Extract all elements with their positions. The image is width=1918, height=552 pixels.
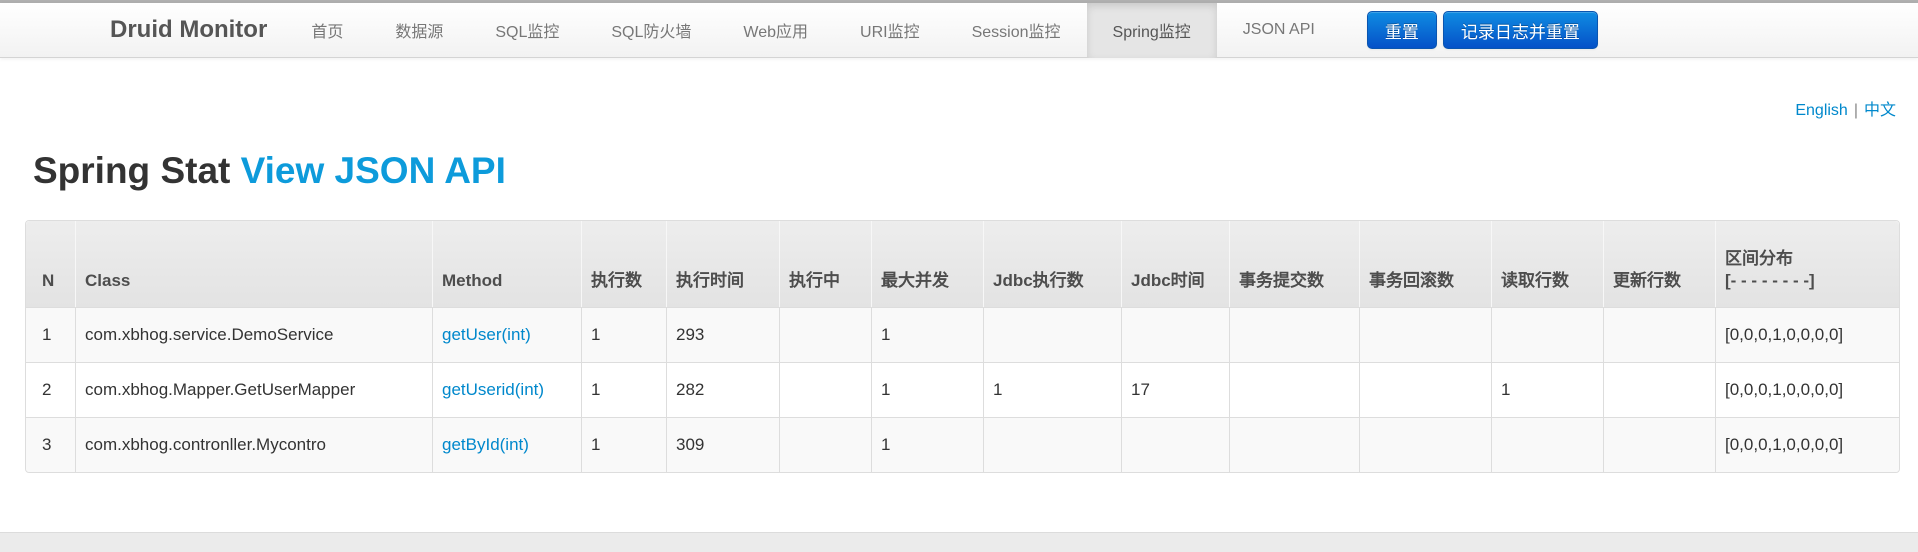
navbar-items: 首页 数据源 SQL监控 SQL防火墙 Web应用 URI监控 Session监控 Sprin… [285,2,1341,58]
column-header-11: 读取行数 [1491,221,1603,307]
value-cell [1491,417,1603,472]
class-cell: com.xbhog.service.DemoService [75,307,432,362]
table-row: 1 com.xbhog.service.DemoService getUser(in… [26,307,1899,362]
value-cell [779,362,871,417]
table-row: 2 com.xbhog.Mapper.GetUserMapper getUserid… [26,362,1899,417]
column-header-6: 最大并发 [871,221,983,307]
lang-english-link[interactable]: English [1795,102,1848,119]
method-link[interactable]: getUserid(int) [442,380,545,399]
value-cell [1121,417,1229,472]
log-and-reset-button[interactable]: 记录日志并重置 [1442,11,1598,49]
value-cell [779,307,871,362]
brand-druid-monitor[interactable]: Druid Monitor [110,16,268,43]
footer [0,532,1918,552]
value-cell: 1 [581,307,666,362]
value-cell [983,307,1121,362]
page-title-text: Spring Stat [33,150,231,191]
column-header-8: Jdbc时间 [1121,221,1229,307]
page-title: Spring Stat View JSON API [33,150,1918,192]
value-cell: [0,0,0,1,0,0,0,0] [1715,362,1899,417]
row-number-cell: 1 [26,307,75,362]
value-cell: 17 [1121,362,1229,417]
lang-chinese-link[interactable]: 中文 [1863,102,1896,119]
value-cell [779,417,871,472]
method-cell: getUser(int) [432,307,581,362]
column-header-2: Method [432,221,581,307]
lang-separator: | [1853,102,1858,119]
table-body: 1 com.xbhog.service.DemoService getUser(in… [26,307,1899,472]
value-cell [1603,307,1715,362]
value-cell: [0,0,0,1,0,0,0,0] [1715,417,1899,472]
method-link[interactable]: getUser(int) [442,325,531,344]
value-cell: 1 [1491,362,1603,417]
value-cell: 1 [871,362,983,417]
column-header-1: Class [75,221,432,307]
column-header-4: 执行时间 [666,221,779,307]
language-switch: English | 中文 [0,102,1918,120]
value-cell: 282 [666,362,779,417]
row-number-cell: 2 [26,362,75,417]
value-cell [983,417,1121,472]
value-cell: 1 [871,307,983,362]
value-cell [1359,307,1491,362]
navbar: Druid Monitor 首页 数据源 SQL监控 SQL防火墙 Web应用 URI监控… [0,2,1918,58]
value-cell [1491,307,1603,362]
value-cell: 309 [666,417,779,472]
value-cell: 1 [983,362,1121,417]
column-header-13: 区间分布 [- - - - - - - -] [1715,221,1899,307]
window-top-edge [0,0,1918,3]
nav-item-wall[interactable]: SQL防火墙 [611,24,692,41]
value-cell [1121,307,1229,362]
method-cell: getById(int) [432,417,581,472]
nav-item-sql[interactable]: SQL监控 [495,24,560,41]
column-header-5: 执行中 [779,221,871,307]
table-row: 3 com.xbhog.contronller.Mycontro getById(i… [26,417,1899,472]
nav-item-session[interactable]: Session监控 [971,24,1061,41]
value-cell [1359,417,1491,472]
nav-item-uri[interactable]: URI监控 [860,24,920,41]
nav-item-json-api[interactable]: JSON API [1242,21,1315,38]
value-cell: 1 [581,362,666,417]
nav-item-spring[interactable]: Spring监控 [1086,2,1217,58]
value-cell: 1 [581,417,666,472]
value-cell: [0,0,0,1,0,0,0,0] [1715,307,1899,362]
method-link[interactable]: getById(int) [442,435,529,454]
column-header-9: 事务提交数 [1229,221,1359,307]
nav-item-datasource[interactable]: 数据源 [395,24,444,41]
nav-item-home[interactable]: 首页 [311,24,344,41]
column-header-0: N [26,221,75,307]
view-json-api-link[interactable]: View JSON API [240,150,506,191]
table-header-row: N Class Method 执行数 执行时间 执行中 最大并发 Jdbc执行数 Jdbc时间事… [26,221,1899,307]
value-cell [1229,307,1359,362]
nav-item-webapp[interactable]: Web应用 [743,24,809,41]
row-number-cell: 3 [26,417,75,472]
value-cell [1229,417,1359,472]
column-header-12: 更新行数 [1603,221,1715,307]
value-cell: 1 [871,417,983,472]
value-cell [1359,362,1491,417]
navbar-buttons: 重置 记录日志并重置 [1366,11,1598,49]
column-header-3: 执行数 [581,221,666,307]
spring-stat-table: N Class Method 执行数 执行时间 执行中 最大并发 Jdbc执行数 Jdbc时间事… [25,220,1900,473]
value-cell [1603,362,1715,417]
value-cell: 293 [666,307,779,362]
reset-button[interactable]: 重置 [1366,11,1437,49]
method-cell: getUserid(int) [432,362,581,417]
value-cell [1603,417,1715,472]
column-header-10: 事务回滚数 [1359,221,1491,307]
column-header-7: Jdbc执行数 [983,221,1121,307]
class-cell: com.xbhog.Mapper.GetUserMapper [75,362,432,417]
value-cell [1229,362,1359,417]
class-cell: com.xbhog.contronller.Mycontro [75,417,432,472]
